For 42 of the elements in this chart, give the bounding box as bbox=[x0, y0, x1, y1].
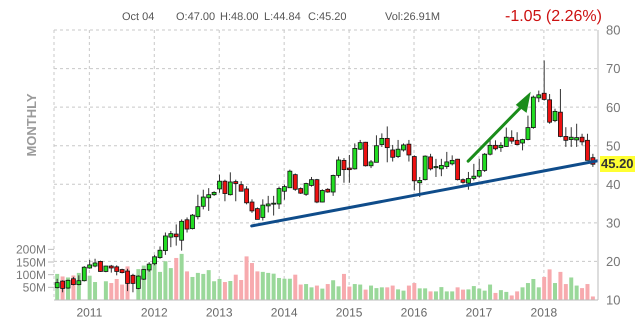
text: L:44.84 bbox=[264, 11, 301, 23]
x-tick-label: 2012 bbox=[140, 306, 168, 320]
bar bbox=[364, 290, 368, 300]
y2-tick-label: 100M bbox=[16, 268, 46, 282]
y2-tick-label: 150M bbox=[16, 255, 46, 270]
x-tick-label: 2016 bbox=[400, 306, 428, 320]
bar bbox=[180, 254, 184, 300]
x-tick-label: 2017 bbox=[466, 306, 493, 320]
y-tick-label: 70 bbox=[606, 61, 620, 76]
text: C:45.20 bbox=[308, 11, 347, 23]
text: Oct 04 bbox=[122, 11, 154, 23]
x-tick-label: 2013 bbox=[206, 306, 233, 320]
x-tick-label: 2011 bbox=[76, 306, 103, 320]
bar bbox=[493, 292, 498, 300]
y-tick-label: 20 bbox=[606, 254, 620, 270]
y2-tick-label: 200M bbox=[16, 242, 46, 257]
bar bbox=[326, 284, 330, 300]
y-tick-label: 40 bbox=[606, 176, 620, 192]
y-tick-label: 10 bbox=[606, 292, 620, 308]
bar bbox=[553, 283, 558, 300]
bar bbox=[222, 282, 227, 300]
text: -1.05 (2.26%) bbox=[505, 8, 602, 26]
annotation: 45.20 bbox=[600, 156, 635, 172]
y2-axis-title: MONTHLY bbox=[24, 93, 39, 157]
text: H:48.00 bbox=[220, 11, 259, 23]
y-tick-label: 60 bbox=[606, 100, 620, 115]
x-tick-label: 2018 bbox=[530, 306, 558, 320]
bar bbox=[174, 258, 178, 300]
x-tick-label: 2015 bbox=[336, 306, 363, 320]
bar bbox=[185, 271, 190, 300]
bar bbox=[314, 286, 319, 300]
y2-tick-label: 50M bbox=[22, 280, 46, 295]
text: O:47.00 bbox=[176, 11, 216, 23]
bar bbox=[428, 291, 433, 300]
text: Vol:26.91M bbox=[385, 11, 440, 23]
bar bbox=[104, 281, 108, 300]
x-tick-label: 2014 bbox=[270, 306, 298, 320]
y-tick-label: 80 bbox=[606, 22, 620, 38]
y-tick-label: 50 bbox=[606, 138, 620, 154]
bar bbox=[228, 281, 232, 300]
bar bbox=[320, 288, 324, 300]
y-tick-label: 30 bbox=[606, 215, 620, 230]
